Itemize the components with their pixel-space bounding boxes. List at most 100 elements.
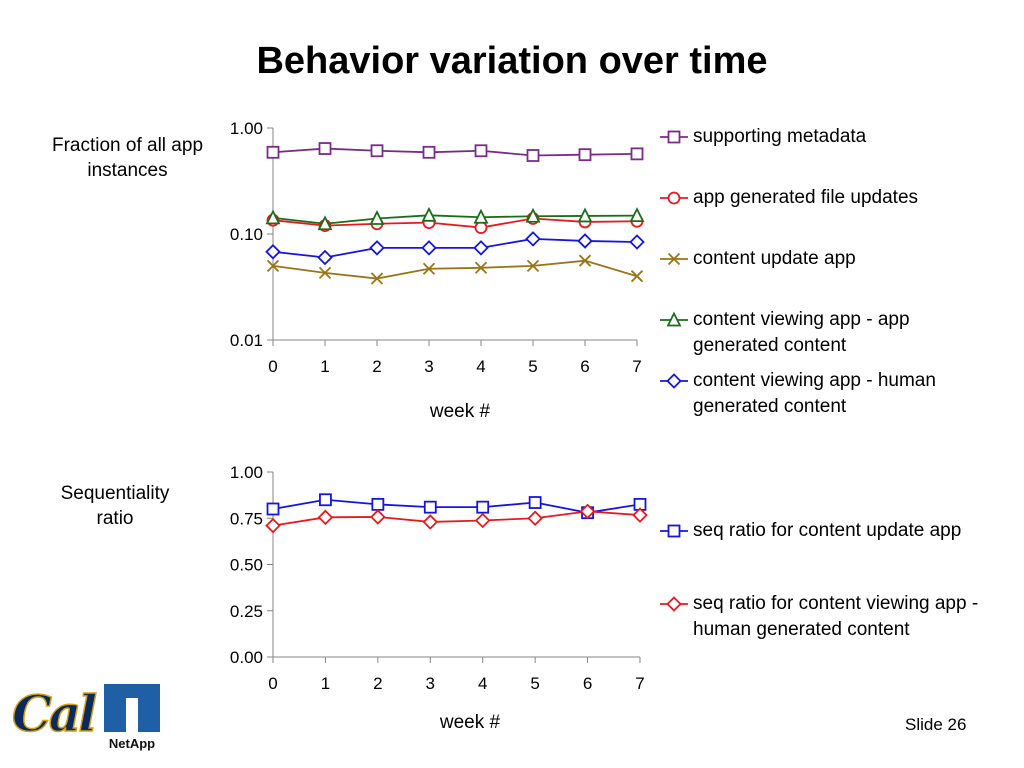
chart1-series-4-point <box>369 209 385 225</box>
chart1-x-tick-label: 0 <box>268 357 277 376</box>
chart1-series-4-point <box>473 208 489 224</box>
chart2-series-1-point <box>423 500 437 514</box>
chart1-series-4-point <box>577 207 593 223</box>
chart1-legend-swatch-marker <box>667 191 681 205</box>
chart1-series-5-point <box>577 233 593 249</box>
chart2-legend-label-2: seq ratio for content viewing app - huma… <box>693 593 979 640</box>
chart1-series-1 <box>266 142 644 162</box>
chart2-series-2-point <box>317 509 334 526</box>
chart2-series-2-point <box>579 503 596 520</box>
chart1-series-1-point <box>474 144 488 158</box>
chart1-legend-swatch-marker <box>667 130 681 144</box>
chart2-series-2-point <box>527 510 543 527</box>
chart2-series-2-line <box>272 510 641 527</box>
chart1-series-1-point <box>578 148 592 162</box>
chart1-series-5-point <box>629 234 645 250</box>
chart2-x-tick-label: 1 <box>321 674 330 693</box>
chart1-legend-item-4 <box>660 311 688 327</box>
chart1-series-4-point <box>265 209 281 225</box>
chart1-x-tick-label: 6 <box>580 357 589 376</box>
cal-logo-text: Cal <box>11 683 98 744</box>
chart1-x-tick-label: 7 <box>632 357 641 376</box>
chart1-series-2-point <box>474 221 488 234</box>
chart1-series-3-line <box>272 259 638 280</box>
chart1-legend-item-1 <box>660 130 688 144</box>
chart1-legend-label-2: app generated file updates <box>693 187 919 208</box>
chart1-legend-label-4: content viewing app - app generated cont… <box>693 309 910 356</box>
chart1-series-1-point <box>370 144 384 158</box>
slide-number: Slide 26 <box>905 715 967 734</box>
chart1-series-1-point <box>266 145 280 159</box>
chart2-series-1-line <box>272 498 641 514</box>
chart1-series-2-line <box>272 217 638 229</box>
chart2-y-tick-label: 0.00 <box>230 648 263 667</box>
chart2-series-2-point <box>370 509 386 525</box>
chart2-x-tick-label: 3 <box>426 674 435 693</box>
chart1-series-1-point <box>630 147 644 161</box>
chart2-series-2-point <box>265 517 281 534</box>
chart2-x-tick-label: 4 <box>478 674 487 693</box>
chart1-y-tick-label: 0.01 <box>230 331 263 350</box>
chart2-series-1-point <box>319 493 332 507</box>
chart2-legend-item-2 <box>660 596 688 612</box>
chart1-series-5-point <box>525 231 541 247</box>
chart2-legend-label-1: seq ratio for content update app <box>693 520 962 541</box>
slide-title: Behavior variation over time <box>256 40 768 82</box>
chart2-x-tick-label: 6 <box>583 674 592 693</box>
chart1-series-3-point <box>266 259 280 273</box>
chart1-legend-item-5 <box>660 373 688 389</box>
chart1-y-tick-label: 1.00 <box>230 119 263 138</box>
chart1-x-tick-label: 3 <box>424 357 433 376</box>
chart2-series-2-point <box>474 512 491 529</box>
chart2-xlabel: week # <box>439 712 501 733</box>
chart1-series-3-point <box>422 262 436 275</box>
chart2-legend-swatch-marker <box>667 524 681 538</box>
chart1-series-4-point <box>629 207 645 223</box>
chart1-series-5-point <box>317 249 333 266</box>
chart1-series-5-point <box>421 240 437 256</box>
chart1-x-tick-label: 1 <box>320 357 329 376</box>
chart2-ylabel: Sequentiality ratio <box>60 483 170 529</box>
chart1-x-tick-label: 2 <box>372 357 381 376</box>
chart1-y-tick-label: 0.10 <box>230 225 263 244</box>
chart2-y-tick-label: 0.50 <box>230 556 263 575</box>
chart1-series-3-point <box>578 254 592 267</box>
chart2: 0.00 0.25 0.50 0.75 1.00 0 1 2 3 4 5 6 7 <box>230 463 688 693</box>
chart2-y-tick-label: 0.75 <box>230 509 263 528</box>
chart2-legend-swatch-marker <box>666 596 682 612</box>
chart1-series-3-point <box>526 259 540 273</box>
chart1-series-4-line <box>272 214 638 225</box>
chart2-series-1-point <box>528 496 542 509</box>
chart2-series-2-point <box>632 507 648 523</box>
chart2-legend-item-1 <box>660 524 688 538</box>
chart1-series-1-point <box>318 142 332 155</box>
chart1-series-1-line <box>272 147 638 157</box>
chart1-series-5-line <box>272 237 638 259</box>
chart1-ylabel: Fraction of all app instances <box>51 135 204 181</box>
chart2-x-tick-label: 5 <box>530 674 539 693</box>
chart1-series-5 <box>265 231 645 266</box>
chart1-legend-swatch-marker <box>667 252 681 266</box>
netapp-logo-text: NetApp <box>108 736 156 751</box>
chart1-xlabel: week # <box>429 401 491 422</box>
chart2-x-tick-label: 2 <box>373 674 382 693</box>
chart2-y-tick-label: 1.00 <box>230 463 263 482</box>
chart1-series-5-point <box>265 243 281 260</box>
chart1-x-tick-label: 4 <box>476 357 485 376</box>
chart1-series-3-point <box>318 266 332 279</box>
chart1-legend-label-3: content update app <box>693 248 856 269</box>
chart1-series-4-point <box>525 207 541 223</box>
chart1-legend-item-3 <box>660 252 688 266</box>
chart1-legend-swatch-marker <box>666 311 682 327</box>
chart1-series-3-point <box>474 261 488 274</box>
netapp-logo: NetApp <box>99 684 165 754</box>
chart1-series-3 <box>266 254 644 285</box>
chart1-series-1-point <box>422 145 436 159</box>
chart2-x-tick-label: 0 <box>268 674 277 693</box>
chart1-series-5-point <box>369 240 385 256</box>
chart2-series-1-point <box>266 502 280 516</box>
chart1-series-4-point <box>317 215 333 231</box>
chart2-series-2-point <box>422 514 439 530</box>
chart1-series-4-point <box>421 206 437 222</box>
